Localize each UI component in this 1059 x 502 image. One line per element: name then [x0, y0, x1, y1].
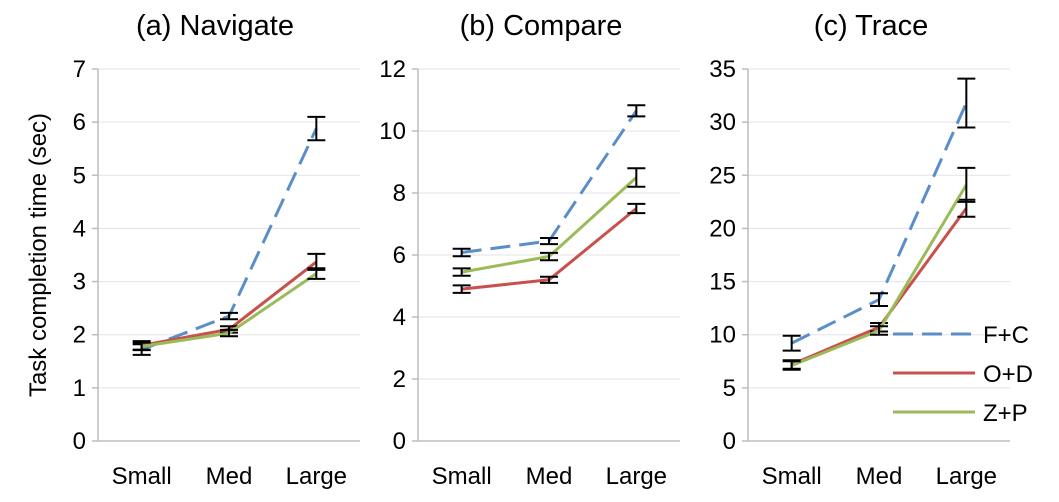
y-tick-label-2-1: 5 [723, 375, 736, 402]
legend-label-OD: O+D [983, 361, 1033, 388]
y-tick-label-2-6: 30 [709, 109, 736, 136]
y-tick-label-2-5: 25 [709, 162, 736, 189]
series-line-ZP-2 [791, 184, 968, 367]
legend-label-ZP: Z+P [983, 400, 1028, 427]
y-tick-label-0-5: 5 [73, 162, 86, 189]
y-tick-label-2-4: 20 [709, 215, 736, 242]
y-tick-label-0-1: 1 [73, 375, 86, 402]
y-tick-label-1-2: 4 [393, 304, 406, 331]
y-tick-label-1-1: 2 [393, 366, 406, 393]
x-tick-label-0-2: Large [286, 463, 347, 490]
y-tick-label-2-0: 0 [723, 428, 736, 455]
series-line-OD-2 [791, 207, 968, 366]
y-tick-label-2-3: 15 [709, 269, 736, 296]
panel-title-0: (a) Navigate [136, 10, 294, 42]
y-tick-label-0-6: 6 [73, 109, 86, 136]
x-tick-label-2-1: Med [856, 463, 903, 490]
x-tick-label-1-1: Med [526, 463, 573, 490]
y-tick-label-2-2: 10 [709, 322, 736, 349]
series-line-FC-2 [791, 102, 968, 345]
y-tick-label-1-0: 0 [393, 428, 406, 455]
y-tick-label-1-3: 6 [393, 242, 406, 269]
x-tick-label-1-2: Large [606, 463, 667, 490]
x-tick-label-1-0: Small [432, 463, 492, 490]
x-tick-label-0-1: Med [206, 463, 253, 490]
y-tick-label-1-6: 12 [379, 56, 406, 83]
y-tick-label-0-0: 0 [73, 428, 86, 455]
y-tick-label-0-3: 3 [73, 269, 86, 296]
y-tick-label-1-4: 8 [393, 180, 406, 207]
panel-title-2: (c) Trace [814, 10, 928, 42]
y-tick-label-1-5: 10 [379, 118, 406, 145]
y-tick-label-0-2: 2 [73, 322, 86, 349]
y-tick-label-2-7: 35 [709, 56, 736, 83]
y-tick-label-0-7: 7 [73, 56, 86, 83]
x-tick-label-0-0: Small [112, 463, 172, 490]
legend-label-FC: F+C [983, 322, 1029, 349]
y-axis-label: Task completion time (sec) [25, 113, 52, 397]
panel-title-1: (b) Compare [460, 10, 623, 42]
x-tick-label-2-2: Large [936, 463, 997, 490]
x-tick-label-2-0: Small [762, 463, 822, 490]
y-tick-label-0-4: 4 [73, 215, 86, 242]
